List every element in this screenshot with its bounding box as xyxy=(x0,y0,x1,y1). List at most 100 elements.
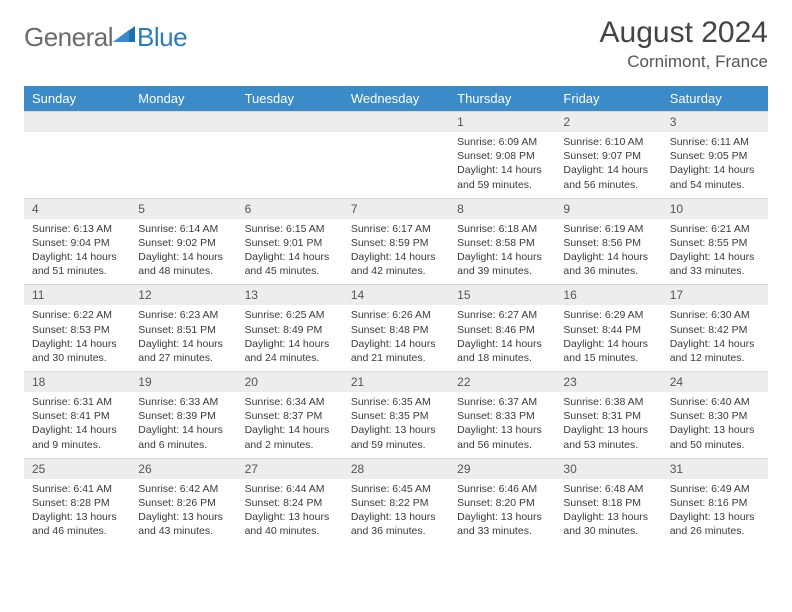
month-title: August 2024 xyxy=(600,16,768,50)
day-cell: Sunrise: 6:38 AMSunset: 8:31 PMDaylight:… xyxy=(555,392,661,458)
day-cell: Sunrise: 6:30 AMSunset: 8:42 PMDaylight:… xyxy=(662,305,768,371)
day-cell xyxy=(130,132,236,198)
sunset-text: Sunset: 8:16 PM xyxy=(670,496,760,510)
day-number-row: 25262728293031 xyxy=(24,458,768,479)
sunset-text: Sunset: 8:59 PM xyxy=(351,236,441,250)
day-number: 6 xyxy=(237,198,343,219)
day-cell: Sunrise: 6:35 AMSunset: 8:35 PMDaylight:… xyxy=(343,392,449,458)
day-number xyxy=(237,111,343,132)
day-content-row: Sunrise: 6:41 AMSunset: 8:28 PMDaylight:… xyxy=(24,479,768,545)
sunset-text: Sunset: 8:22 PM xyxy=(351,496,441,510)
sunset-text: Sunset: 8:24 PM xyxy=(245,496,335,510)
sunrise-text: Sunrise: 6:26 AM xyxy=(351,308,441,322)
daylight-text: Daylight: 13 hours and 26 minutes. xyxy=(670,510,760,538)
day-cell: Sunrise: 6:22 AMSunset: 8:53 PMDaylight:… xyxy=(24,305,130,371)
sunset-text: Sunset: 9:02 PM xyxy=(138,236,228,250)
sunrise-text: Sunrise: 6:45 AM xyxy=(351,482,441,496)
sunset-text: Sunset: 8:49 PM xyxy=(245,323,335,337)
day-cell: Sunrise: 6:23 AMSunset: 8:51 PMDaylight:… xyxy=(130,305,236,371)
day-number: 10 xyxy=(662,198,768,219)
daylight-text: Daylight: 14 hours and 39 minutes. xyxy=(457,250,547,278)
day-cell: Sunrise: 6:11 AMSunset: 9:05 PMDaylight:… xyxy=(662,132,768,198)
day-number: 17 xyxy=(662,284,768,305)
day-cell: Sunrise: 6:49 AMSunset: 8:16 PMDaylight:… xyxy=(662,479,768,545)
sunset-text: Sunset: 8:20 PM xyxy=(457,496,547,510)
sunrise-text: Sunrise: 6:18 AM xyxy=(457,222,547,236)
day-number: 13 xyxy=(237,284,343,305)
sunrise-text: Sunrise: 6:14 AM xyxy=(138,222,228,236)
sunrise-text: Sunrise: 6:19 AM xyxy=(563,222,653,236)
daylight-text: Daylight: 14 hours and 6 minutes. xyxy=(138,423,228,451)
sunrise-text: Sunrise: 6:35 AM xyxy=(351,395,441,409)
sunrise-text: Sunrise: 6:46 AM xyxy=(457,482,547,496)
day-cell: Sunrise: 6:18 AMSunset: 8:58 PMDaylight:… xyxy=(449,219,555,285)
day-number xyxy=(24,111,130,132)
daylight-text: Daylight: 14 hours and 27 minutes. xyxy=(138,337,228,365)
day-cell: Sunrise: 6:40 AMSunset: 8:30 PMDaylight:… xyxy=(662,392,768,458)
day-cell: Sunrise: 6:14 AMSunset: 9:02 PMDaylight:… xyxy=(130,219,236,285)
day-cell: Sunrise: 6:17 AMSunset: 8:59 PMDaylight:… xyxy=(343,219,449,285)
sunset-text: Sunset: 9:07 PM xyxy=(563,149,653,163)
day-cell: Sunrise: 6:29 AMSunset: 8:44 PMDaylight:… xyxy=(555,305,661,371)
day-cell: Sunrise: 6:25 AMSunset: 8:49 PMDaylight:… xyxy=(237,305,343,371)
day-content-row: Sunrise: 6:22 AMSunset: 8:53 PMDaylight:… xyxy=(24,305,768,371)
day-number: 11 xyxy=(24,284,130,305)
daylight-text: Daylight: 13 hours and 36 minutes. xyxy=(351,510,441,538)
daylight-text: Daylight: 13 hours and 30 minutes. xyxy=(563,510,653,538)
day-cell: Sunrise: 6:33 AMSunset: 8:39 PMDaylight:… xyxy=(130,392,236,458)
day-number: 12 xyxy=(130,284,236,305)
daylight-text: Daylight: 14 hours and 2 minutes. xyxy=(245,423,335,451)
day-number: 20 xyxy=(237,371,343,392)
weekday-header: Saturday xyxy=(662,86,768,111)
sunrise-text: Sunrise: 6:34 AM xyxy=(245,395,335,409)
sunrise-text: Sunrise: 6:17 AM xyxy=(351,222,441,236)
daylight-text: Daylight: 14 hours and 12 minutes. xyxy=(670,337,760,365)
sunset-text: Sunset: 8:44 PM xyxy=(563,323,653,337)
daylight-text: Daylight: 13 hours and 40 minutes. xyxy=(245,510,335,538)
day-number xyxy=(343,111,449,132)
day-number-row: 11121314151617 xyxy=(24,284,768,305)
day-cell: Sunrise: 6:37 AMSunset: 8:33 PMDaylight:… xyxy=(449,392,555,458)
day-cell: Sunrise: 6:19 AMSunset: 8:56 PMDaylight:… xyxy=(555,219,661,285)
day-cell: Sunrise: 6:44 AMSunset: 8:24 PMDaylight:… xyxy=(237,479,343,545)
sunrise-text: Sunrise: 6:22 AM xyxy=(32,308,122,322)
sunrise-text: Sunrise: 6:41 AM xyxy=(32,482,122,496)
daylight-text: Daylight: 14 hours and 24 minutes. xyxy=(245,337,335,365)
day-cell xyxy=(343,132,449,198)
day-content-row: Sunrise: 6:13 AMSunset: 9:04 PMDaylight:… xyxy=(24,219,768,285)
day-number-row: 45678910 xyxy=(24,198,768,219)
calendar-body: 123Sunrise: 6:09 AMSunset: 9:08 PMDaylig… xyxy=(24,111,768,544)
sunset-text: Sunset: 9:01 PM xyxy=(245,236,335,250)
sunrise-text: Sunrise: 6:23 AM xyxy=(138,308,228,322)
sunset-text: Sunset: 8:18 PM xyxy=(563,496,653,510)
sunset-text: Sunset: 8:31 PM xyxy=(563,409,653,423)
sunrise-text: Sunrise: 6:09 AM xyxy=(457,135,547,149)
day-number: 26 xyxy=(130,458,236,479)
day-number: 19 xyxy=(130,371,236,392)
weekday-header: Sunday xyxy=(24,86,130,111)
day-cell: Sunrise: 6:42 AMSunset: 8:26 PMDaylight:… xyxy=(130,479,236,545)
sunset-text: Sunset: 8:56 PM xyxy=(563,236,653,250)
triangle-icon xyxy=(113,24,135,44)
day-cell xyxy=(237,132,343,198)
sunrise-text: Sunrise: 6:29 AM xyxy=(563,308,653,322)
day-cell: Sunrise: 6:31 AMSunset: 8:41 PMDaylight:… xyxy=(24,392,130,458)
sunrise-text: Sunrise: 6:27 AM xyxy=(457,308,547,322)
day-number: 8 xyxy=(449,198,555,219)
day-cell: Sunrise: 6:27 AMSunset: 8:46 PMDaylight:… xyxy=(449,305,555,371)
sunrise-text: Sunrise: 6:11 AM xyxy=(670,135,760,149)
day-cell: Sunrise: 6:10 AMSunset: 9:07 PMDaylight:… xyxy=(555,132,661,198)
daylight-text: Daylight: 14 hours and 21 minutes. xyxy=(351,337,441,365)
daylight-text: Daylight: 13 hours and 59 minutes. xyxy=(351,423,441,451)
brand-part2: Blue xyxy=(137,22,187,53)
sunrise-text: Sunrise: 6:15 AM xyxy=(245,222,335,236)
day-number: 14 xyxy=(343,284,449,305)
daylight-text: Daylight: 14 hours and 54 minutes. xyxy=(670,163,760,191)
daylight-text: Daylight: 13 hours and 50 minutes. xyxy=(670,423,760,451)
sunset-text: Sunset: 8:55 PM xyxy=(670,236,760,250)
sunrise-text: Sunrise: 6:21 AM xyxy=(670,222,760,236)
day-number-row: 123 xyxy=(24,111,768,132)
daylight-text: Daylight: 14 hours and 59 minutes. xyxy=(457,163,547,191)
daylight-text: Daylight: 13 hours and 46 minutes. xyxy=(32,510,122,538)
day-number: 15 xyxy=(449,284,555,305)
